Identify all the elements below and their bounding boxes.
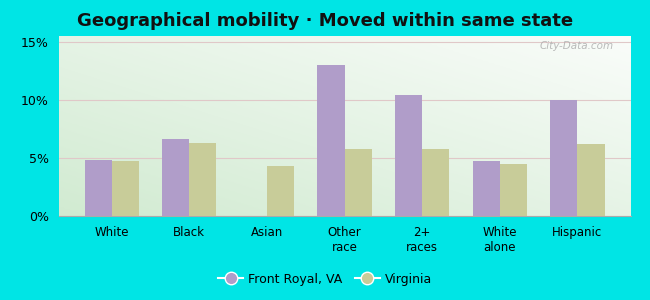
Bar xyxy=(500,164,527,216)
Bar xyxy=(550,100,577,216)
Bar xyxy=(162,140,189,216)
Bar xyxy=(422,148,449,216)
Bar xyxy=(267,166,294,216)
Text: Geographical mobility · Moved within same state: Geographical mobility · Moved within sam… xyxy=(77,12,573,30)
Legend: Front Royal, VA, Virginia: Front Royal, VA, Virginia xyxy=(213,268,437,291)
Bar xyxy=(112,161,139,216)
Bar xyxy=(473,161,500,216)
Text: City-Data.com: City-Data.com xyxy=(540,41,614,51)
Bar xyxy=(189,143,216,216)
Bar xyxy=(577,144,605,216)
Bar xyxy=(84,160,112,216)
Bar xyxy=(395,95,422,216)
Bar xyxy=(344,148,372,216)
Bar xyxy=(317,65,344,216)
